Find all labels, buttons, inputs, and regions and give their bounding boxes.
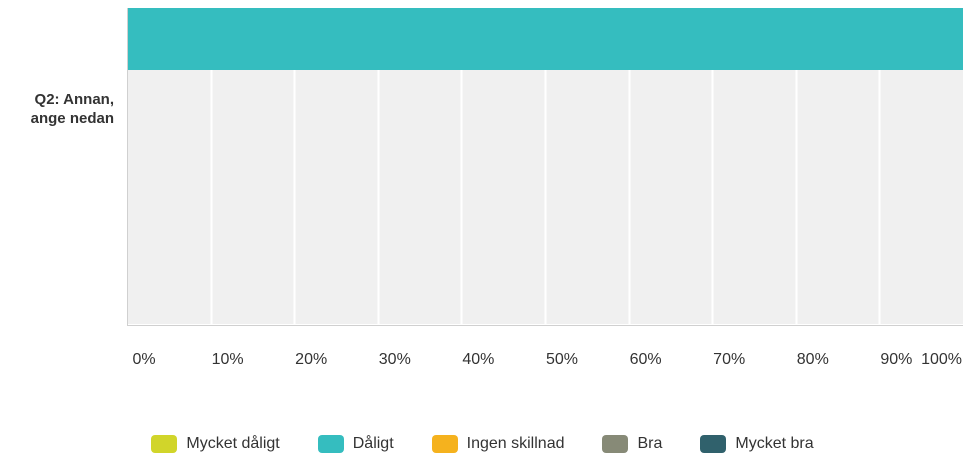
x-tick-label: 20% [295, 351, 327, 368]
x-tick-label: 30% [379, 351, 411, 368]
x-tick-label: 10% [212, 351, 244, 368]
x-tick-label: 100% [921, 351, 962, 368]
legend-item[interactable]: Ingen skillnad [431, 435, 565, 453]
legend-item[interactable]: Mycket bra [700, 435, 814, 453]
legend-label: Mycket bra [735, 435, 814, 452]
x-tick-label: 50% [546, 351, 578, 368]
x-tick-label: 80% [797, 351, 829, 368]
category-label: Q2: Annan, ange nedan [31, 91, 114, 127]
x-tick-label: 90% [880, 351, 912, 368]
x-tick-label: 60% [630, 351, 662, 368]
bars [127, 8, 963, 70]
legend-item[interactable]: Dåligt [317, 435, 394, 453]
legend-item[interactable]: Bra [602, 435, 662, 453]
legend-swatch [317, 435, 344, 453]
legend: Mycket dåligt Dåligt Ingen skillnad Bra Myck… [0, 435, 965, 453]
x-tick-label: 0% [132, 351, 155, 368]
legend-item[interactable]: Mycket dåligt [151, 435, 280, 453]
legend-swatch [151, 435, 178, 453]
legend-label: Mycket dåligt [186, 435, 280, 452]
legend-swatch [431, 435, 458, 453]
legend-swatch [602, 435, 629, 453]
legend-label: Bra [637, 435, 663, 452]
legend-label: Ingen skillnad [466, 435, 565, 452]
x-tick-label: 40% [462, 351, 494, 368]
category-labels: Q2: Annan, ange nedan [31, 91, 114, 127]
x-tick-labels: 0% 10% 20% 30% 40% 50% 60% 70% 80% 90% 100% [132, 351, 962, 368]
legend-label: Dåligt [352, 435, 394, 452]
x-tick-label: 70% [713, 351, 745, 368]
legend-swatch [700, 435, 727, 453]
bar-segment[interactable] [127, 8, 963, 70]
